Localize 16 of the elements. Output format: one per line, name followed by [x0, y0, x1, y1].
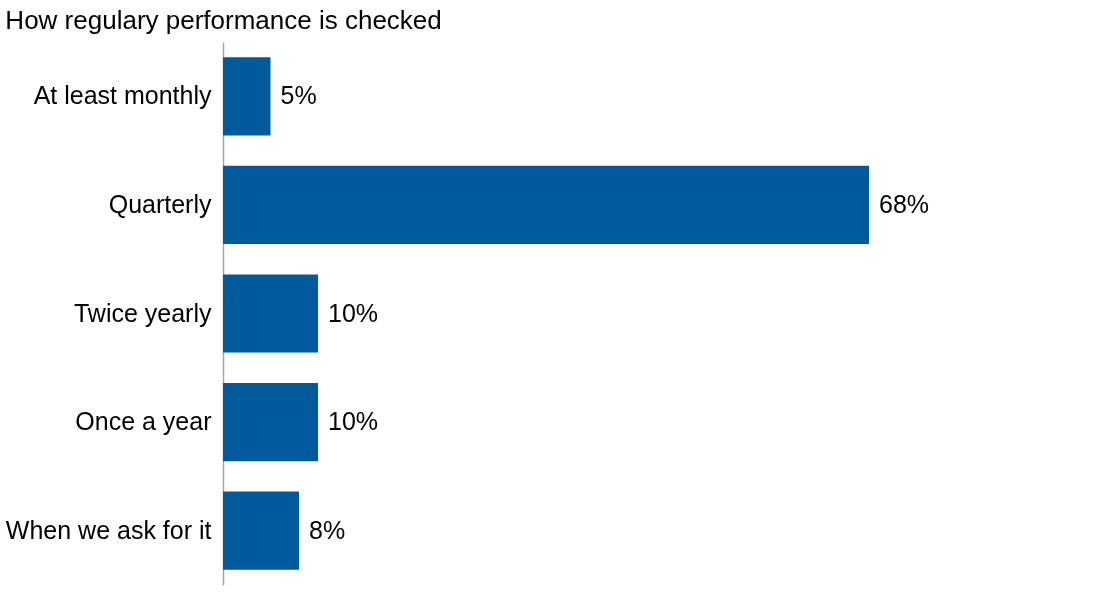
y-tick-label: Twice yearly [73, 298, 212, 327]
bar [223, 57, 271, 136]
bar [223, 491, 299, 570]
chart-title: How regulary performance is checked [5, 5, 442, 35]
data-label: 8% [309, 515, 346, 544]
bar [223, 383, 318, 462]
y-tick-label: When we ask for it [5, 515, 212, 544]
y-tick-label: Quarterly [108, 189, 212, 218]
data-label: 10% [328, 407, 379, 436]
bar [223, 165, 869, 244]
y-tick-label: At least monthly [33, 81, 212, 110]
bar [223, 274, 318, 353]
y-tick-label: Once a year [75, 407, 212, 436]
data-label: 10% [328, 298, 379, 327]
data-label: 5% [280, 81, 317, 110]
data-label: 68% [879, 189, 930, 218]
